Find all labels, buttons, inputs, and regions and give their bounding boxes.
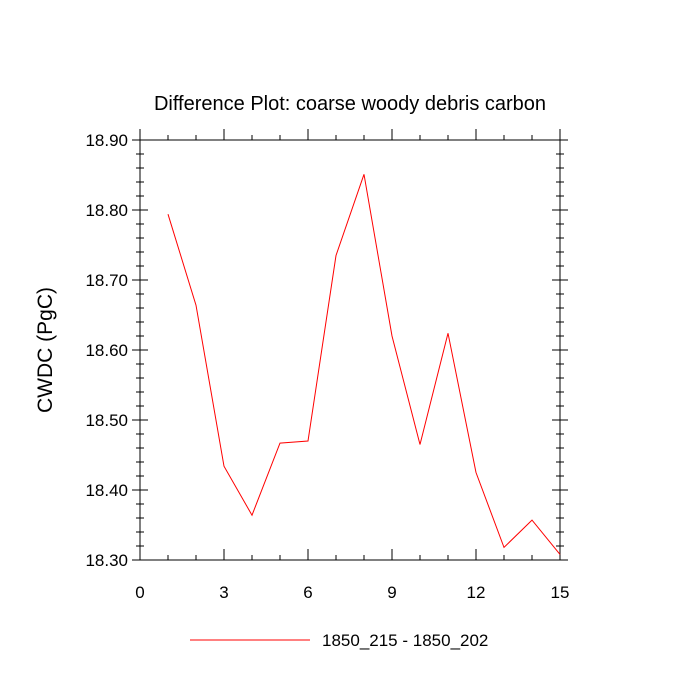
y-tick-label: 18.80 [85, 201, 128, 220]
axis-tick-labels: 0 3 6 9 12 15 18.30 18.40 18.50 18.60 18.70 18.80 18… [85, 131, 569, 602]
plot-frame [139, 139, 561, 561]
y-tick-label: 18.60 [85, 341, 128, 360]
series-group [167, 174, 561, 555]
series-line [167, 174, 561, 555]
x-tick-label: 15 [551, 583, 570, 602]
x-tick-label: 3 [219, 583, 228, 602]
legend-label: 1850_215 - 1850_202 [322, 631, 488, 650]
y-axis-label: CWDC (PgC) [34, 287, 57, 413]
legend: 1850_215 - 1850_202 [190, 631, 488, 650]
x-tick-label: 9 [387, 583, 396, 602]
y-tick-label: 18.70 [85, 271, 128, 290]
x-tick-label: 0 [135, 583, 144, 602]
y-tick-label: 18.50 [85, 411, 128, 430]
y-tick-label: 18.30 [85, 551, 128, 570]
y-tick-label: 18.40 [85, 481, 128, 500]
x-tick-label: 6 [303, 583, 312, 602]
chart-title: Difference Plot: coarse woody debris car… [154, 93, 546, 115]
y-tick-label: 18.90 [85, 131, 128, 150]
x-tick-label: 12 [467, 583, 486, 602]
axis-ticks [132, 129, 568, 561]
